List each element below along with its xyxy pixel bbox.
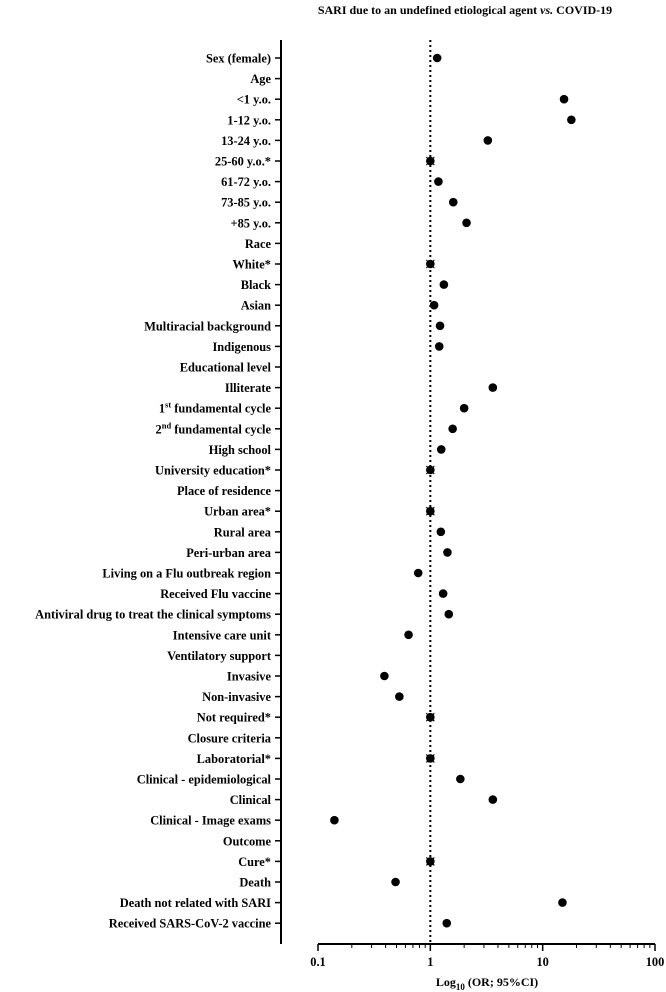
data-point-high-school [436, 445, 446, 454]
data-point-73-85-y-o [448, 197, 458, 207]
x-axis-title-rest: (OR; 95%CI) [465, 975, 538, 989]
data-point-asian [429, 300, 439, 310]
ref-point-mark [425, 465, 435, 475]
category-label-1st-fundamental-cycle: 1st fundamental cycle [159, 400, 272, 416]
ref-point-mark [425, 506, 435, 516]
category-label-2nd-fundamental-cycle: 2nd fundamental cycle [156, 420, 272, 436]
data-point-13-24-y-o [483, 136, 493, 145]
category-label-illiterate: Illiterate [225, 381, 272, 395]
category-label-place-of-residence: Place of residence [177, 484, 272, 498]
category-label-death: Death [239, 876, 271, 890]
category-label-death-not-related-with-sari: Death not related with SARI [120, 896, 271, 910]
category-label-clinical-epidemiological: Clinical - epidemiological [137, 773, 272, 787]
data-point-1-y-o [559, 94, 569, 104]
category-label-cure: Cure* [238, 855, 271, 869]
data-point-invasive [380, 671, 389, 681]
data-point-indigenous [434, 342, 444, 351]
x-tick-label-1: 1 [427, 955, 433, 969]
data-point-death-not-related-with-sari [558, 898, 567, 907]
category-label-high-school: High school [209, 443, 272, 457]
ref-point-mark [425, 712, 435, 722]
category-label-1-y-o: <1 y.o. [237, 93, 271, 107]
category-label-85-y-o: +85 y.o. [231, 216, 271, 230]
category-label-educational-level: Educational level [180, 361, 272, 375]
x-axis-title-main: Log [436, 975, 456, 989]
data-point-received-flu-vaccine [438, 589, 448, 598]
chart-title-end: COVID-19 [556, 3, 612, 17]
data-point-living-on-a-flu-outbreak-region [413, 568, 423, 578]
data-point-multiracial-background [435, 321, 445, 331]
data-point-clinical-image-exams [330, 815, 339, 825]
data-point-illiterate [488, 383, 498, 392]
x-tick-label-100: 100 [646, 955, 665, 969]
category-label-intensive-care-unit: Intensive care unit [173, 628, 272, 642]
x-tick-label-0-1: 0.1 [310, 955, 326, 969]
chart-title: SARI due to an undefined etiological age… [318, 3, 612, 17]
data-point-clinical-epidemiological [456, 774, 465, 784]
data-point-61-72-y-o [434, 177, 443, 186]
category-label-non-invasive: Non-invasive [202, 690, 271, 704]
x-axis-title-subscript: 10 [456, 982, 466, 992]
category-label-received-sars-cov-2-vaccine: Received SARS-CoV-2 vaccine [109, 917, 272, 931]
x-tick-label-10: 10 [536, 955, 548, 969]
category-label-clinical: Clinical [230, 793, 272, 807]
data-point-received-sars-cov-2-vaccine [442, 918, 452, 928]
category-label-61-72-y-o: 61-72 y.o. [221, 175, 271, 189]
category-label-invasive: Invasive [227, 670, 272, 684]
category-label-clinical-image-exams: Clinical - Image exams [150, 814, 271, 828]
data-point-85-y-o [462, 218, 471, 228]
ref-point-mark [425, 259, 435, 269]
category-label-indigenous: Indigenous [212, 340, 271, 354]
data-point-sex-female [432, 53, 442, 63]
data-point-2nd-fundamental-cycle [448, 424, 457, 434]
data-point-death [391, 877, 400, 887]
ref-point-mark [425, 856, 435, 866]
category-label-urban-area: Urban area* [204, 505, 271, 519]
x-axis-title: Log10 (OR; 95%CI) [436, 975, 538, 992]
category-label-race: Race [245, 237, 272, 251]
chart-title-main: SARI due to an undefined etiological age… [318, 3, 537, 17]
data-point-1-12-y-o [567, 115, 576, 125]
chart-title-vs: vs. [540, 3, 553, 17]
category-label-sex-female: Sex (female) [206, 52, 271, 66]
category-label-25-60-y-o: 25-60 y.o.* [215, 155, 271, 169]
category-label-university-education: University education* [155, 464, 271, 478]
category-label-laboratorial: Laboratorial* [197, 752, 271, 766]
category-label-living-on-a-flu-outbreak-region: Living on a Flu outbreak region [102, 567, 271, 581]
category-label-outcome: Outcome [223, 834, 272, 848]
data-point-non-invasive [395, 692, 404, 701]
category-label-age: Age [250, 72, 271, 86]
category-label-black: Black [241, 278, 271, 292]
category-label-peri-urban-area: Peri-urban area [186, 546, 271, 560]
data-point-antiviral-drug-to-treat-the-clinical-symptoms [444, 609, 454, 619]
category-label-1-12-y-o: 1-12 y.o. [227, 113, 271, 127]
ref-point-mark [425, 753, 435, 763]
data-point-clinical [488, 795, 498, 804]
category-label-73-85-y-o: 73-85 y.o. [221, 196, 271, 210]
ref-point-mark [425, 156, 435, 166]
category-label-multiracial-background: Multiracial background [144, 319, 271, 333]
plot-area: 0.1 1 10 100 Sex (female) Age <1 y.o. 1-12 y.o.… [35, 40, 664, 969]
category-label-antiviral-drug-to-treat-the-clinical-symptoms: Antiviral drug to treat the clinical sym… [35, 608, 271, 622]
data-point-peri-urban-area [443, 548, 452, 557]
category-label-closure-criteria: Closure criteria [188, 731, 271, 745]
category-label-white: White* [232, 258, 271, 272]
data-point-1st-fundamental-cycle [459, 403, 469, 413]
data-point-rural-area [436, 527, 446, 537]
data-point-black [439, 280, 449, 289]
category-label-asian: Asian [241, 299, 271, 313]
category-label-received-flu-vaccine: Received Flu vaccine [160, 587, 271, 601]
data-point-intensive-care-unit [404, 630, 413, 640]
category-label-not-required: Not required* [197, 711, 271, 725]
category-label-13-24-y-o: 13-24 y.o. [221, 134, 271, 148]
category-label-rural-area: Rural area [214, 525, 271, 539]
category-label-ventilatory-support: Ventilatory support [167, 649, 272, 663]
